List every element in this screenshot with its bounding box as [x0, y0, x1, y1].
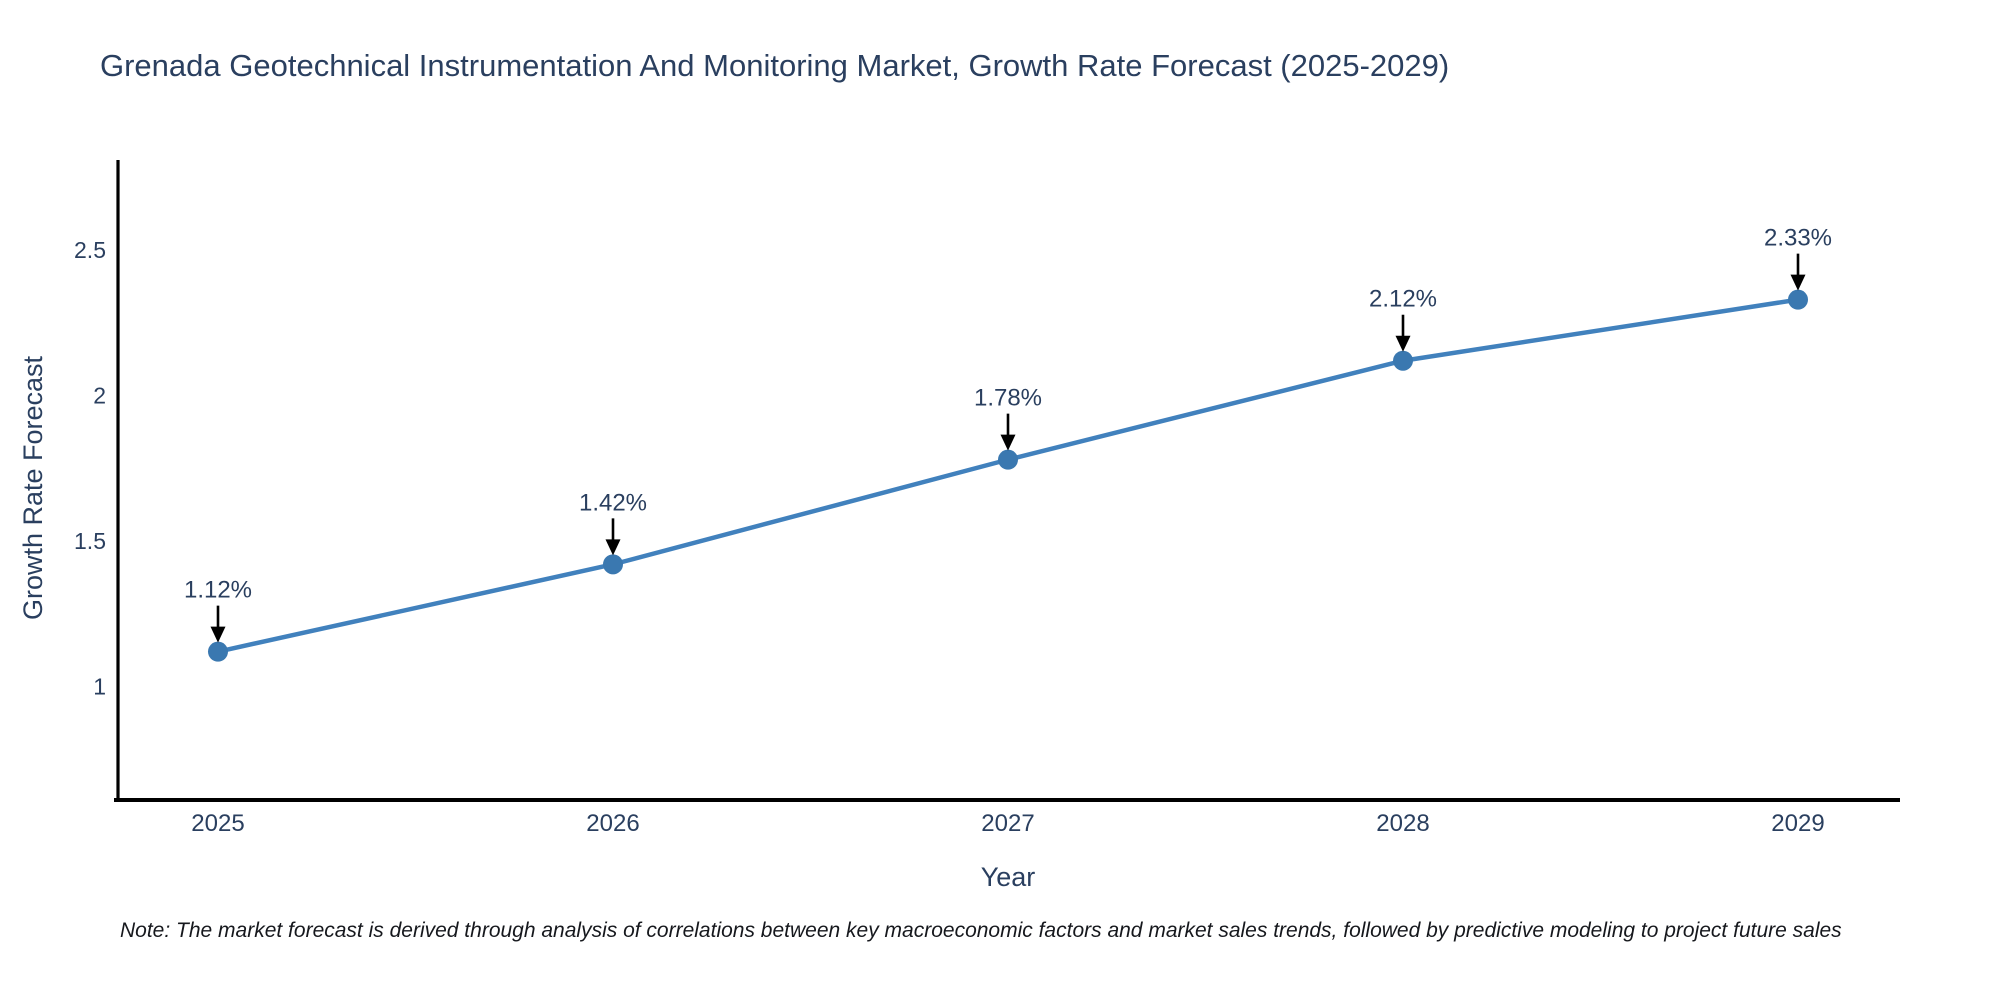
x-tick-label: 2025: [191, 810, 244, 837]
chart-title: Grenada Geotechnical Instrumentation And…: [100, 48, 1450, 83]
data-point-label: 1.78%: [974, 385, 1042, 412]
data-point-label: 1.42%: [579, 489, 647, 516]
x-axis-title: Year: [981, 862, 1036, 892]
data-point-marker: [208, 641, 228, 662]
x-tick-label: 2029: [1771, 810, 1824, 837]
y-axis-title: Growth Rate Forecast: [18, 355, 48, 620]
data-point-label: 2.12%: [1369, 286, 1437, 313]
annotation-arrow-head: [210, 626, 226, 643]
y-tick-label: 1.5: [74, 528, 106, 554]
data-point-marker: [1393, 350, 1413, 371]
data-point-marker: [1788, 289, 1808, 310]
annotation-arrow-head: [605, 539, 621, 556]
data-point-label: 1.12%: [184, 577, 252, 604]
x-tick-label: 2028: [1376, 810, 1429, 837]
data-point-label: 2.33%: [1764, 225, 1832, 252]
forecast-line: [215, 297, 1801, 654]
y-tick-label: 2.5: [74, 237, 106, 263]
data-point-marker: [998, 449, 1018, 470]
data-point-marker: [603, 554, 623, 575]
y-tick-label: 1: [93, 674, 106, 700]
y-tick-label: 2: [93, 383, 106, 409]
x-tick-label: 2026: [586, 810, 639, 837]
annotation-arrow-head: [1790, 274, 1806, 291]
x-tick-label: 2027: [981, 810, 1034, 837]
annotation-arrow-head: [1000, 434, 1016, 451]
footnote: Note: The market forecast is derived thr…: [120, 919, 1842, 942]
annotation-arrow-head: [1395, 335, 1411, 352]
